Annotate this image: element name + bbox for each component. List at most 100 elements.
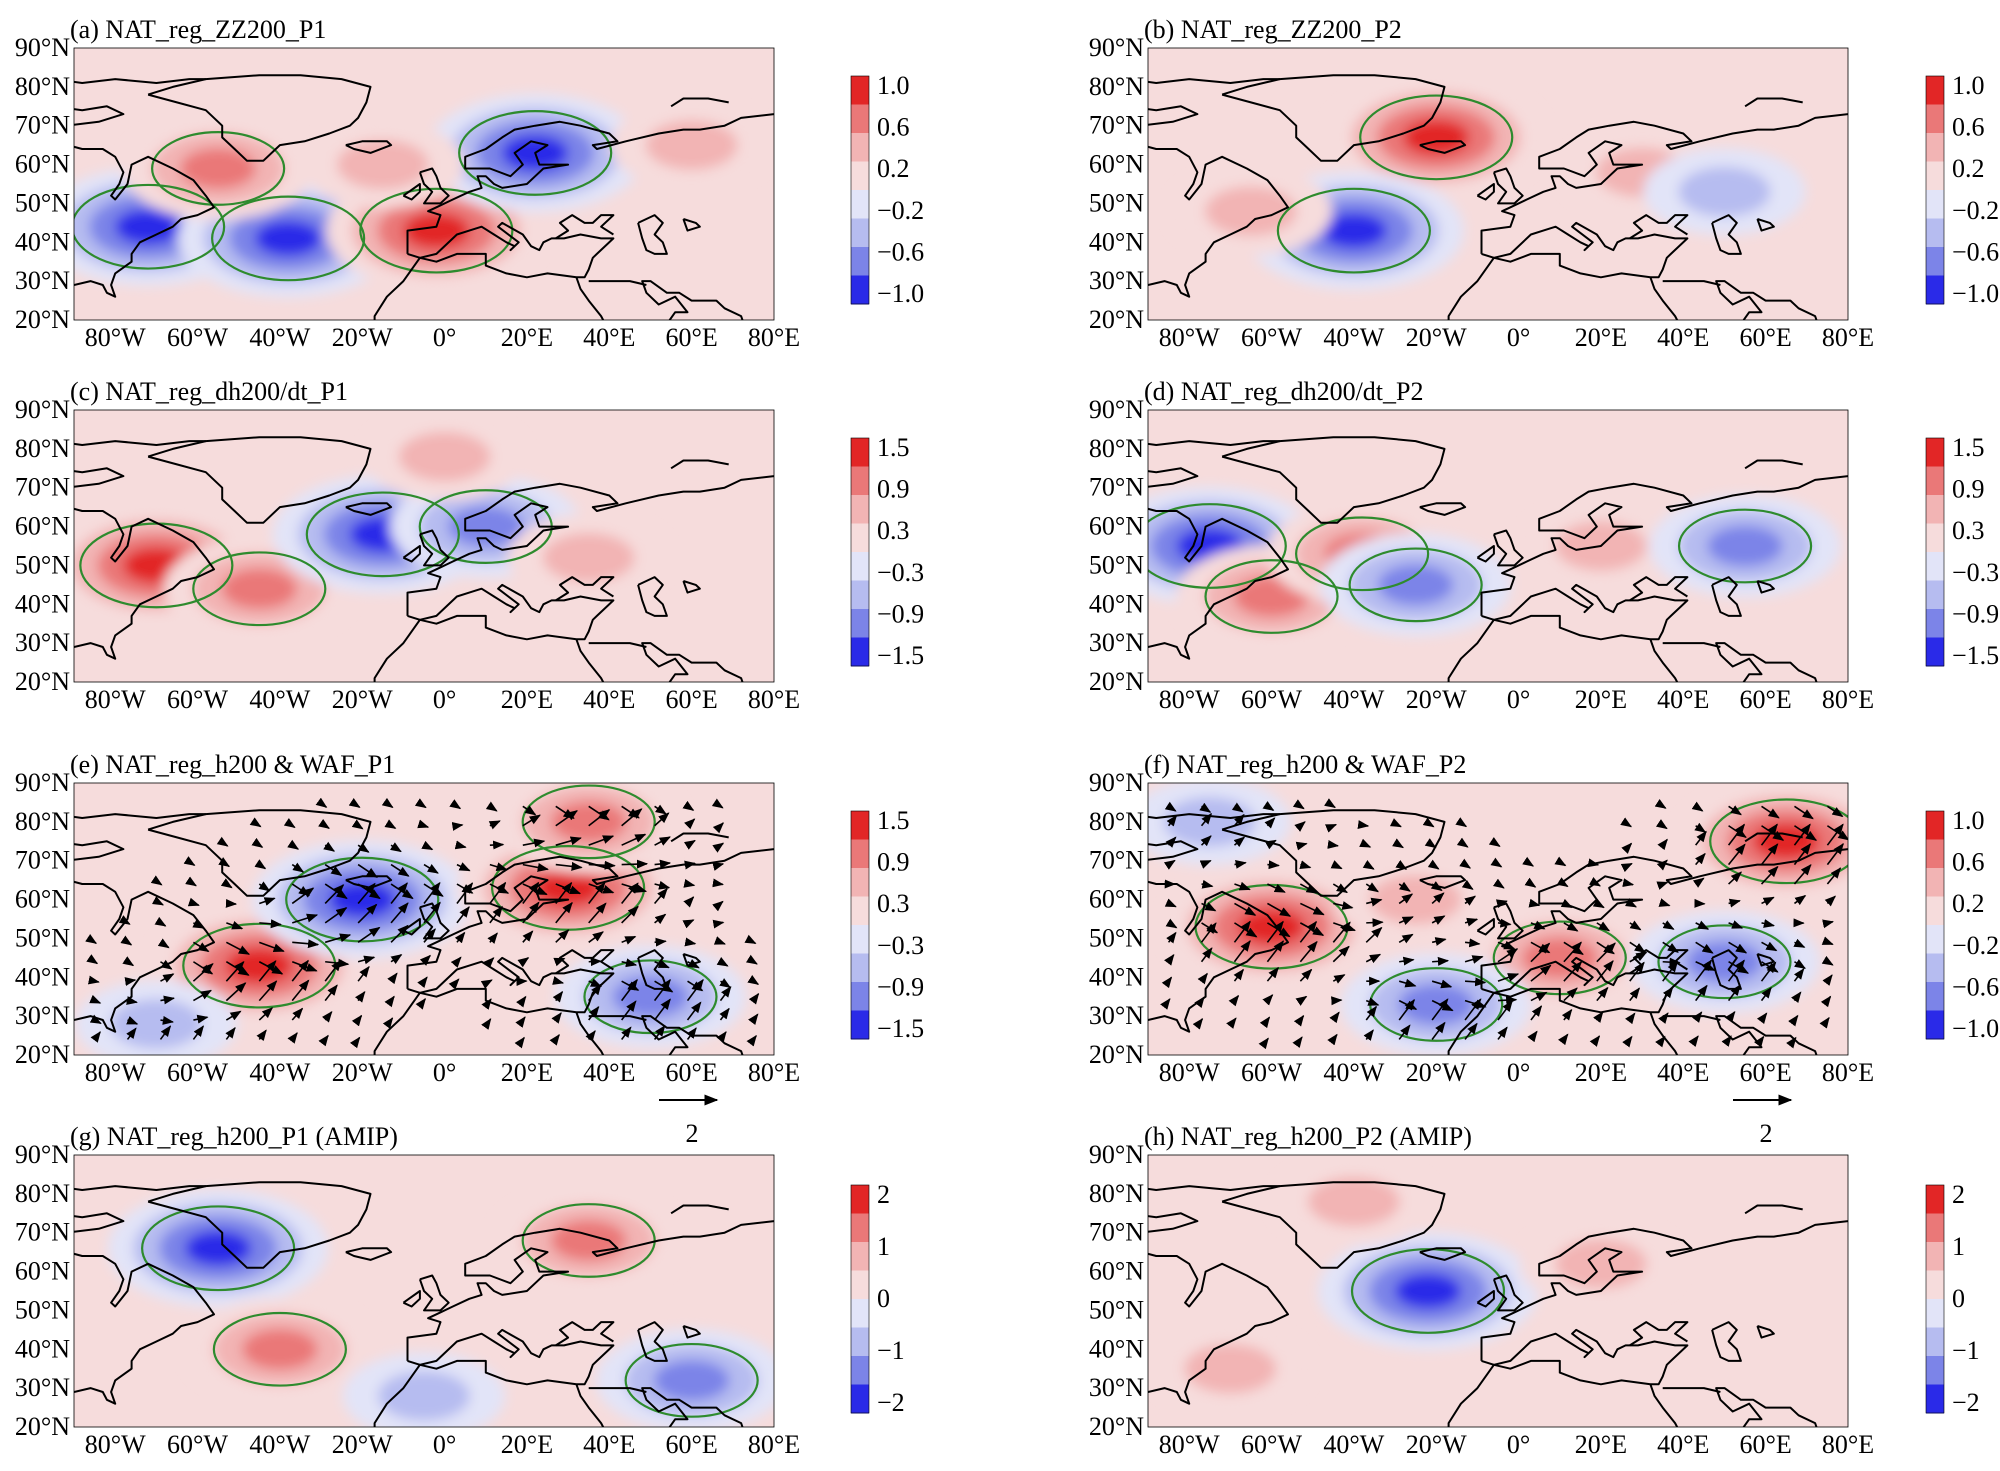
coastlines — [1148, 809, 1848, 1055]
colorbar-segment — [851, 466, 869, 496]
colorbar-segment — [851, 637, 869, 667]
lon-tick-label: 20°W — [332, 685, 393, 714]
lat-tick-label: 90°N — [15, 395, 70, 424]
lat-tick-label: 30°N — [1089, 1001, 1144, 1030]
colorbar-segment — [1926, 1270, 1944, 1300]
lat-tick-label: 20°N — [1089, 1040, 1144, 1069]
anomaly-negative-0 — [184, 1230, 252, 1267]
significance-contour — [1295, 516, 1430, 592]
colorbar-segment — [851, 76, 869, 105]
lat-tick-label: 60°N — [15, 1257, 70, 1286]
panel-title: (f) NAT_reg_h200 & WAF_P2 — [1144, 750, 1466, 779]
anomaly-positive-1 — [1555, 1239, 1647, 1289]
lon-tick-label: 80°E — [1822, 1058, 1874, 1087]
lat-tick-label: 30°N — [15, 1001, 70, 1030]
lat-tick-label: 70°N — [1089, 1218, 1144, 1247]
panel-title: (d) NAT_reg_dh200/dt_P2 — [1144, 377, 1423, 406]
lon-tick-label: 0° — [433, 1058, 456, 1087]
lat-tick-label: 30°N — [1089, 628, 1144, 657]
lon-tick-label: 40°W — [249, 1430, 310, 1459]
coastlines — [1148, 436, 1848, 682]
lon-tick-label: 20°W — [1406, 323, 1467, 352]
lon-tick-label: 0° — [1507, 323, 1530, 352]
colorbar-tick-label: 0.3 — [1952, 516, 1985, 545]
lat-tick-label: 50°N — [1089, 1295, 1144, 1324]
lat-tick-label: 80°N — [15, 434, 70, 463]
colorbar: 2 1 0 −1 −2 — [850, 1180, 905, 1417]
significance-contour — [1348, 547, 1483, 623]
anomaly-positive-3 — [403, 212, 470, 249]
colorbar-tick-label: −0.2 — [1952, 931, 1999, 960]
colorbar-segment — [851, 1327, 869, 1357]
lon-tick-label: 60°W — [1241, 323, 1302, 352]
lon-tick-label: 40°E — [583, 685, 635, 714]
lon-tick-label: 60°E — [1740, 1430, 1792, 1459]
colorbar-tick-label: 0.6 — [1952, 113, 1985, 142]
colorbar-tick-label: −0.3 — [877, 558, 924, 587]
plot-frame — [1147, 1154, 1849, 1428]
colorbar-tick-label: −1.5 — [1952, 641, 1999, 670]
anomaly-positive-5 — [398, 431, 491, 482]
anomaly-positive-0 — [1238, 908, 1305, 945]
colorbar-segment — [851, 1270, 869, 1300]
lon-tick-label: 40°E — [1657, 1430, 1709, 1459]
anomaly-negative-3 — [653, 1360, 730, 1401]
colorbar-segment — [1926, 247, 1944, 276]
colorbar-segment — [851, 811, 869, 840]
colorbar-segment — [851, 953, 869, 983]
colorbar-tick-label: −0.6 — [877, 237, 924, 266]
panel-g: (g) NAT_reg_h200_P1 (AMIP)90°N 80°N 70°N 60… — [15, 1122, 905, 1459]
lat-tick-label: 50°N — [1089, 923, 1144, 952]
anomaly-positive-1 — [551, 1220, 627, 1261]
significance-contour — [212, 1311, 347, 1387]
lon-tick-label: 80°W — [1159, 685, 1220, 714]
lat-tick-label: 50°N — [15, 550, 70, 579]
lon-tick-label: 20°W — [1406, 1058, 1467, 1087]
significance-contour — [1148, 503, 1287, 589]
colorbar-segment — [1926, 523, 1944, 553]
lat-tick-label: 80°N — [15, 807, 70, 836]
significance-contour — [141, 1205, 296, 1292]
colorbar-segment — [851, 190, 869, 219]
colorbar-segment — [1926, 218, 1944, 248]
significance-contour — [1677, 508, 1813, 584]
colorbar-tick-label: 0.3 — [877, 516, 910, 545]
colorbar-segment — [851, 523, 869, 553]
colorbar-segment — [1926, 868, 1944, 897]
colorbar-segment — [1926, 275, 1944, 305]
lon-tick-label: 60°E — [666, 685, 718, 714]
significance-contour — [1709, 798, 1848, 885]
plot-frame — [73, 782, 775, 1056]
colorbar-tick-label: 1.5 — [877, 806, 910, 835]
colorbar-segment — [851, 868, 869, 897]
colorbar-segment — [1926, 133, 1944, 162]
anomaly-positive-2 — [1184, 1344, 1277, 1394]
lon-tick-label: 60°E — [666, 1430, 718, 1459]
coastlines — [74, 809, 774, 1055]
lon-tick-label: 20°E — [1575, 1058, 1627, 1087]
panel-title: (b) NAT_reg_ZZ200_P2 — [1144, 15, 1402, 44]
colorbar-tick-label: 1.5 — [877, 433, 910, 462]
lat-tick-label: 40°N — [15, 227, 70, 256]
significance-contour — [285, 856, 440, 943]
colorbar-tick-label: 0.2 — [1952, 154, 1985, 183]
colorbar-tick-label: −0.6 — [1952, 237, 1999, 266]
lon-tick-label: 40°E — [583, 1058, 635, 1087]
colorbar-tick-label: −1.0 — [1952, 279, 1999, 308]
colorbar-segment — [1926, 839, 1944, 869]
colorbar-tick-label: −1.5 — [877, 1014, 924, 1043]
colorbar-segment — [1926, 609, 1944, 638]
anomaly-negative-1 — [1320, 212, 1388, 249]
anomaly-positive-1 — [221, 568, 297, 610]
lat-tick-label: 30°N — [1089, 1373, 1144, 1402]
plot-frame — [73, 1154, 775, 1428]
colorbar-segment — [851, 247, 869, 276]
lat-tick-label: 40°N — [1089, 227, 1144, 256]
lon-tick-label: 0° — [1507, 1430, 1530, 1459]
lat-tick-label: 60°N — [1089, 1257, 1144, 1286]
lon-tick-label: 20°E — [501, 1058, 553, 1087]
panel-title: (a) NAT_reg_ZZ200_P1 — [70, 15, 326, 44]
lat-tick-label: 90°N — [1089, 395, 1144, 424]
